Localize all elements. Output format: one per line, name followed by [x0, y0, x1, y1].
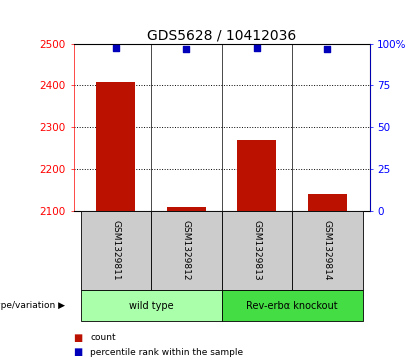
Text: wild type: wild type — [129, 301, 173, 311]
Bar — [97, 82, 135, 211]
Text: GSM1329814: GSM1329814 — [323, 220, 332, 281]
Bar — [81, 290, 222, 321]
Bar — [151, 211, 222, 290]
Bar — [222, 211, 292, 290]
Text: ■: ■ — [74, 333, 83, 343]
Bar — [237, 139, 276, 211]
Point — [183, 46, 190, 52]
Bar — [308, 194, 346, 211]
Point — [113, 45, 119, 51]
Text: percentile rank within the sample: percentile rank within the sample — [90, 348, 244, 356]
Point — [324, 46, 331, 52]
Text: GSM1329813: GSM1329813 — [252, 220, 261, 281]
Text: GSM1329811: GSM1329811 — [111, 220, 120, 281]
Text: count: count — [90, 333, 116, 342]
Bar — [292, 211, 362, 290]
Bar — [222, 290, 362, 321]
Text: ■: ■ — [74, 347, 83, 357]
Title: GDS5628 / 10412036: GDS5628 / 10412036 — [147, 28, 296, 42]
Text: Rev-erbα knockout: Rev-erbα knockout — [246, 301, 338, 311]
Text: genotype/variation ▶: genotype/variation ▶ — [0, 301, 65, 310]
Point — [253, 45, 260, 51]
Bar — [167, 207, 206, 211]
Text: GSM1329812: GSM1329812 — [182, 220, 191, 281]
Bar — [81, 211, 151, 290]
